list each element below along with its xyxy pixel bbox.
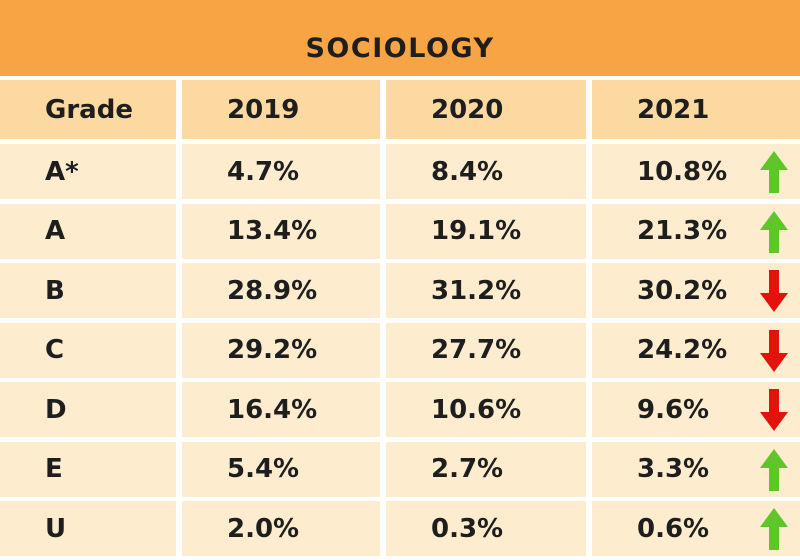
value-cell: 3.3% [592,441,800,497]
value-cell: 10.6% [386,382,586,437]
grade-cell: B [0,263,176,318]
value-cell: 5.4% [182,441,380,497]
trend-up-arrow-icon [760,151,788,193]
down-arrow-shape [760,389,788,431]
grade-cell: D [0,382,176,437]
header-cell: 2020 [386,80,586,139]
value-cell: 13.4% [182,203,380,259]
header-cell: 2021 [592,80,800,139]
value-cell: 27.7% [386,322,586,378]
value-cell: 16.4% [182,382,380,437]
value-cell: 10.8% [592,144,800,199]
up-arrow-shape [760,508,788,550]
value-cell: 0.6% [592,501,800,556]
value-cell: 31.2% [386,263,586,318]
value-cell: 24.2% [592,322,800,378]
trend-down-arrow-icon [760,270,788,312]
title-bar: SOCIOLOGY [0,0,800,76]
header-cell: Grade [0,80,176,139]
down-arrow-shape [760,270,788,312]
value-cell: 29.2% [182,322,380,378]
grade-cell: C [0,322,176,378]
trend-down-arrow-icon [760,389,788,431]
up-arrow-shape [760,448,788,491]
value-cell: 30.2% [592,263,800,318]
grade-cell: E [0,441,176,497]
value-cell: 19.1% [386,203,586,259]
value-cell: 2.0% [182,501,380,556]
value-cell: 21.3% [592,203,800,259]
down-arrow-shape [760,329,788,372]
trend-up-arrow-icon [760,448,788,491]
value-cell: 28.9% [182,263,380,318]
value-cell: 8.4% [386,144,586,199]
value-cell: 9.6% [592,382,800,437]
grade-cell: A [0,203,176,259]
trend-down-arrow-icon [760,329,788,372]
trend-up-arrow-icon [760,210,788,253]
value-cell: 2.7% [386,441,586,497]
header-cell: 2019 [182,80,380,139]
grade-cell: U [0,501,176,556]
trend-up-arrow-icon [760,508,788,550]
value-cell: 0.3% [386,501,586,556]
up-arrow-shape [760,210,788,253]
grade-cell: A* [0,144,176,199]
up-arrow-shape [760,151,788,193]
table-title: SOCIOLOGY [305,32,495,64]
value-cell: 4.7% [182,144,380,199]
